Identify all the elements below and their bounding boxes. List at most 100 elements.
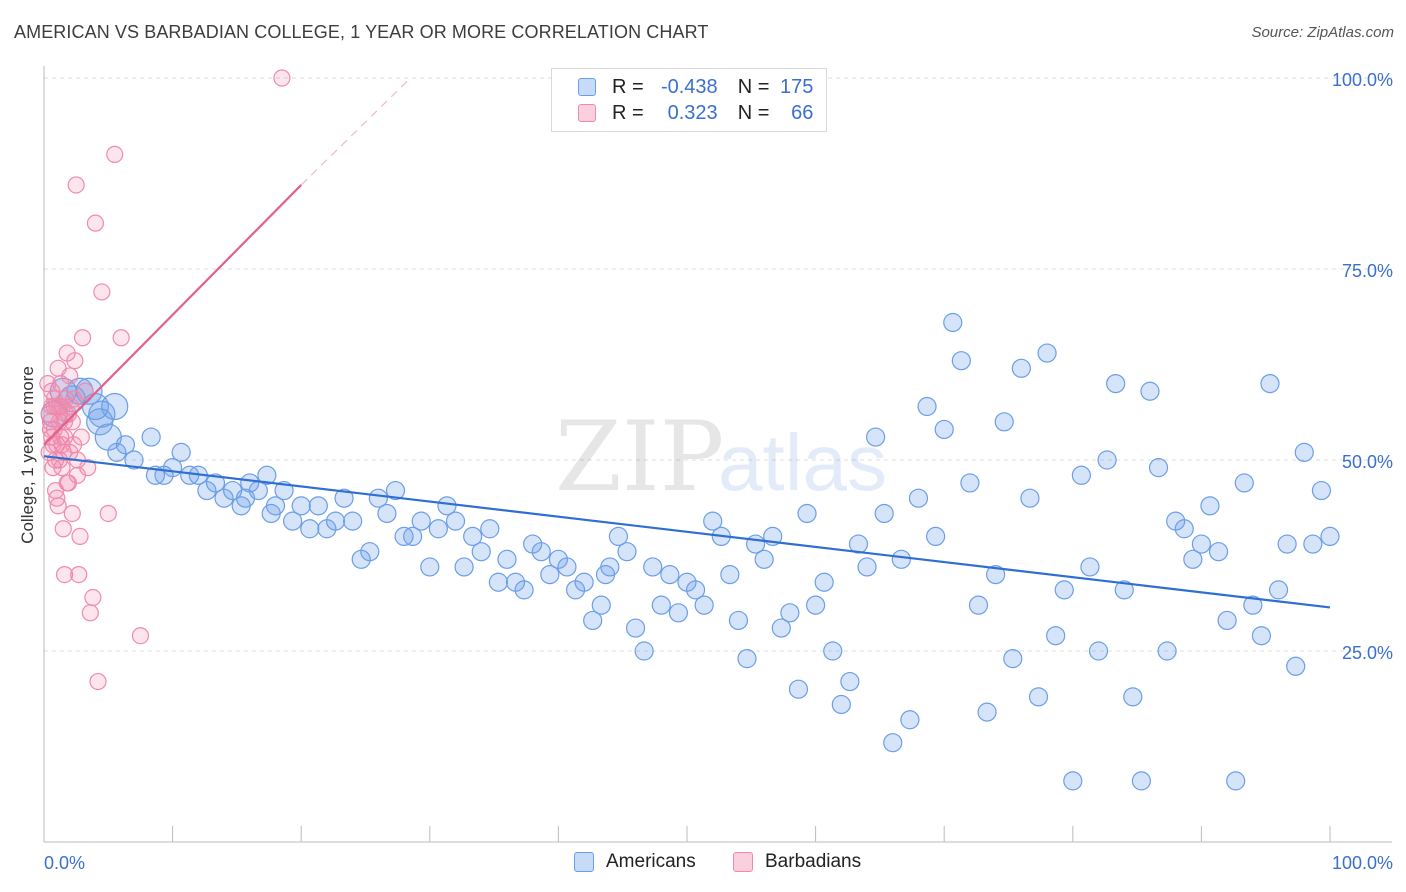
americans-point [1208,542,1229,562]
americans-point [986,564,1006,585]
americans-point [1114,580,1134,600]
barbadians-point [89,672,107,691]
americans-point [1028,687,1049,707]
americans-point [411,511,431,531]
barbadians-trend-line [43,184,302,446]
barbadians-point [99,504,117,523]
americans-point [634,641,654,661]
barbadians-point [58,474,76,492]
x-tick-label: 0.0% [44,853,85,873]
americans-point [428,519,448,539]
americans-point [1311,480,1332,501]
americans-point [1046,626,1066,646]
americans-point [1294,442,1314,462]
americans-point [797,503,817,524]
americans-point [471,542,491,562]
americans-point [1054,580,1074,600]
americans-point [1097,450,1117,470]
americans-point [891,549,911,569]
americans-point [694,595,714,615]
y-tick-label: 50.0% [1342,452,1393,472]
barbadians-point [54,520,72,538]
grid-lines [44,77,1392,652]
americans-point [1157,641,1177,661]
americans-r-value: -0.438 [660,75,718,98]
axes [43,66,1392,843]
americans-point [934,419,954,440]
americans-point [291,496,311,516]
barbadians-point [106,145,124,163]
barbadians-point [86,214,105,232]
americans-point [1140,381,1160,401]
americans-point [857,557,877,577]
barbadians-point [61,367,79,385]
bottom-legend: Americans Barbadians [0,851,1406,879]
americans-point [325,511,346,531]
americans-point [805,595,826,615]
americans-point [334,488,354,508]
watermark-zip: ZIP [555,401,724,513]
americans-point [1003,649,1023,669]
americans-point [591,595,611,615]
americans-point [1268,580,1289,600]
americans-point [86,408,114,436]
y-tick-label: 75.0% [1342,261,1393,281]
americans-point [788,679,809,699]
legend-americans-label: Americans [606,851,696,872]
barbadians-point [50,451,69,469]
americans-point [1037,343,1057,363]
americans-point [574,572,594,592]
americans-point [454,557,474,577]
americans-point [943,312,963,333]
americans-point [960,473,980,493]
x-tick-label: 100.0% [1332,853,1393,873]
americans-point [437,496,457,516]
watermark: ZIP atlas [555,401,887,513]
americans-point [720,564,740,585]
americans-point [900,710,920,730]
americans-point [1174,519,1194,539]
americans-point [754,549,774,569]
barbadians-points [39,69,291,691]
americans-n-value: 175 [780,75,814,98]
americans-point [608,526,629,547]
americans-point [1251,626,1272,646]
americans-point [874,503,894,524]
americans-point [1191,534,1212,554]
barbadians-point [63,504,81,523]
legend-item-americans[interactable]: Americans [574,851,696,873]
americans-point [124,450,144,470]
americans-point [1011,358,1031,378]
americans-point [1260,374,1280,394]
barbadians-point [67,176,85,194]
barbadians-r-value: 0.323 [667,101,718,124]
americans-point [728,610,749,631]
tick-labels: 25.0% 50.0% 75.0% 100.0% 0.0% 100.0% [44,70,1393,873]
americans-point [600,557,620,577]
americans-point [660,564,680,585]
americans-point [300,519,320,539]
barbadians-point [76,382,94,400]
barbadians-n-value: 66 [791,101,814,124]
americans-point [343,511,363,531]
americans-point [274,480,294,501]
americans-point [1226,771,1246,791]
americans-point [1320,526,1340,547]
americans-n-label: N = [737,75,770,98]
americans-point [908,488,929,508]
americans-point [1131,771,1151,791]
americans-point [1148,458,1169,478]
americans-point [643,557,663,577]
legend-barbadians-label: Barbadians [765,851,862,872]
americans-point [831,694,851,715]
americans-point [823,641,843,661]
barbadians-point [53,436,71,454]
legend-item-barbadians[interactable]: Barbadians [733,851,861,873]
stats-row-americans: R = -0.438 N = 175 [578,75,813,99]
barbadians-point [55,565,74,584]
americans-point [968,595,989,615]
americans-point [205,473,226,493]
americans-point [1080,557,1100,577]
americans-point [283,511,303,531]
